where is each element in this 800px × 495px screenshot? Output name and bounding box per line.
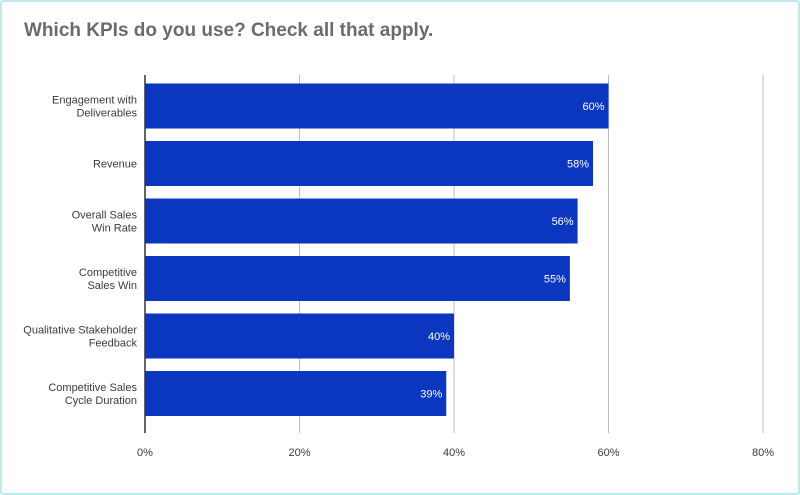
data-label-0: 60% xyxy=(582,101,604,113)
category-label-5: Competitive Sales Cycle Duration xyxy=(48,382,137,407)
bar-3 xyxy=(145,256,570,301)
data-label-1: 58% xyxy=(567,159,589,171)
x-axis-ticks: 0% 20% 40% 60% 80% xyxy=(137,447,774,459)
data-label-2: 56% xyxy=(552,216,574,228)
data-label-5: 39% xyxy=(420,389,442,401)
x-tick-label-0: 0% xyxy=(137,447,153,459)
x-tick-label-40: 40% xyxy=(443,447,465,459)
category-label-4: Qualitative Stakeholder Feedback xyxy=(23,325,137,350)
x-tick-label-20: 20% xyxy=(288,447,310,459)
bars: 60% 58% 56% 55% 40% 39% xyxy=(145,83,609,416)
chart-title: Which KPIs do you use? Check all that ap… xyxy=(24,20,434,41)
bar-1 xyxy=(145,141,594,186)
data-label-4: 40% xyxy=(428,331,450,343)
bar-2 xyxy=(145,198,578,244)
category-label-2: Overall Sales Win Rate xyxy=(72,210,138,235)
x-tick-label-80: 80% xyxy=(752,447,774,459)
category-label-3: Competitive Sales Win xyxy=(79,267,137,292)
bar-5 xyxy=(145,371,447,416)
category-labels: Engagement with Deliverables Revenue Overal… xyxy=(23,95,137,408)
bar-4 xyxy=(145,313,454,359)
bar-0 xyxy=(145,83,609,129)
x-tick-label-60: 60% xyxy=(597,447,619,459)
category-label-0: Engagement with Deliverables xyxy=(52,95,137,120)
data-label-3: 55% xyxy=(544,274,566,286)
category-label-1: Revenue xyxy=(93,159,137,171)
